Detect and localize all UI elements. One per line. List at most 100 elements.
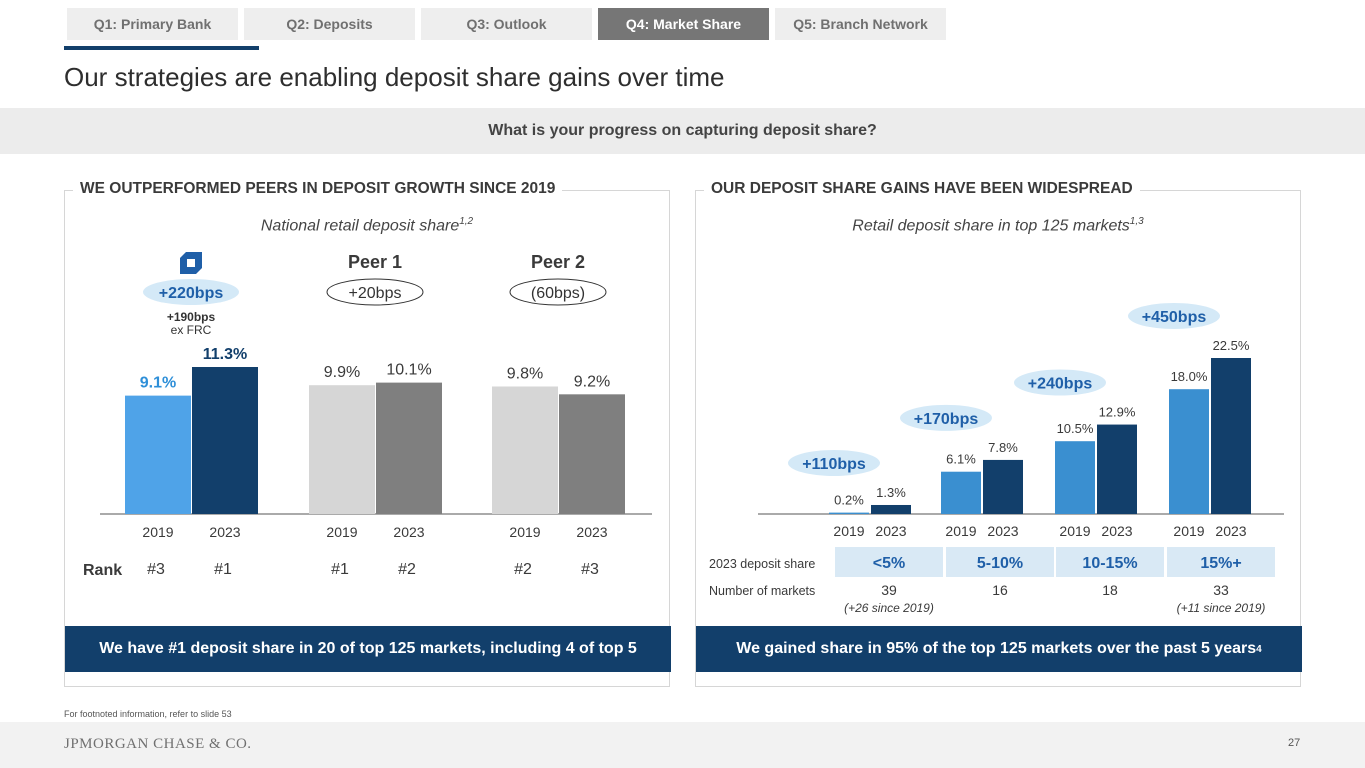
- rank-value: #3: [147, 561, 165, 578]
- bar-value-label: 6.1%: [946, 452, 976, 467]
- share-bucket-cell: [1056, 547, 1164, 577]
- right-panel-subtitle: Retail deposit share in top 125 markets1…: [852, 216, 1144, 235]
- bar-value-label: 9.9%: [324, 364, 360, 381]
- share-bucket-cell: [835, 547, 943, 577]
- rank-value: #2: [514, 561, 532, 578]
- bar-value-label: 7.8%: [988, 440, 1018, 455]
- left-panel-heading: WE OUTPERFORMED PEERS IN DEPOSIT GROWTH …: [73, 180, 563, 198]
- bar: [192, 367, 258, 514]
- share-bucket-label: 15%+: [1200, 555, 1241, 572]
- markets-count: 39: [881, 582, 897, 598]
- bar: [309, 385, 375, 514]
- year-tick-label: 2019: [833, 523, 864, 539]
- bar-value-label: 10.1%: [386, 362, 431, 379]
- rank-label: Rank: [83, 562, 122, 579]
- change-label: +110bps: [802, 456, 866, 473]
- row-label-markets: Number of markets: [709, 584, 815, 598]
- bar: [829, 512, 869, 514]
- bar: [125, 395, 191, 514]
- tab-q5[interactable]: Q5: Branch Network: [775, 8, 946, 40]
- year-tick-label: 2019: [945, 523, 976, 539]
- year-tick-label: 2023: [576, 524, 607, 540]
- change-pill: [1014, 369, 1106, 396]
- tab-q2[interactable]: Q2: Deposits: [244, 8, 415, 40]
- change-label: +450bps: [1142, 309, 1207, 326]
- change-pill: [143, 279, 239, 305]
- year-tick-label: 2023: [875, 523, 906, 539]
- markets-note: (+26 since 2019): [844, 601, 934, 615]
- change-pill: [1128, 303, 1220, 329]
- share-bucket-label: <5%: [873, 555, 905, 572]
- markets-note: (+11 since 2019): [1177, 601, 1266, 615]
- year-tick-label: 2023: [1101, 523, 1132, 539]
- markets-count: 33: [1213, 582, 1229, 598]
- change-pill: [900, 404, 992, 431]
- share-bucket-cell: [1167, 547, 1275, 577]
- left-panel: WE OUTPERFORMED PEERS IN DEPOSIT GROWTH …: [64, 180, 671, 687]
- change-pill: [788, 449, 880, 476]
- question-band: What is your progress on capturing depos…: [0, 108, 1365, 154]
- bar: [871, 504, 911, 514]
- footer-band: [0, 722, 1365, 768]
- peer-name: Peer 1: [348, 252, 402, 272]
- footnote: For footnoted information, refer to slid…: [64, 709, 232, 719]
- rank-value: #3: [581, 561, 599, 578]
- company-logo: JPMORGAN CHASE & CO.: [64, 736, 252, 752]
- change-pill: [326, 278, 424, 306]
- rank-value: #1: [331, 561, 349, 578]
- bar-value-label: 0.2%: [834, 493, 864, 508]
- bar-value-label: 12.9%: [1099, 405, 1136, 420]
- share-bucket-label: 5-10%: [977, 555, 1023, 572]
- bar: [1097, 424, 1137, 514]
- year-tick-label: 2019: [1059, 523, 1090, 539]
- peer-name: Peer 2: [531, 252, 585, 272]
- change-label: +20bps: [349, 285, 402, 302]
- tab-underline: [64, 46, 259, 50]
- year-tick-label: 2023: [987, 523, 1018, 539]
- change-pill: [509, 278, 607, 306]
- change-note: +190bps: [167, 310, 216, 324]
- bar-value-label: 9.1%: [140, 375, 176, 392]
- bar-value-label: 9.2%: [574, 373, 610, 390]
- tab-q1[interactable]: Q1: Primary Bank: [67, 8, 238, 40]
- page-number: 27: [1288, 737, 1301, 749]
- bar: [941, 471, 981, 514]
- share-bucket-cell: [946, 547, 1054, 577]
- year-tick-label: 2019: [326, 524, 357, 540]
- bar-value-label: 22.5%: [1213, 338, 1250, 353]
- bar: [983, 459, 1023, 514]
- bar: [1055, 441, 1095, 514]
- bar-value-label: 10.5%: [1057, 421, 1094, 436]
- row-label-deposit-share: 2023 deposit share: [709, 557, 815, 571]
- markets-count: 16: [992, 582, 1008, 598]
- bar: [559, 394, 625, 514]
- page-title: Our strategies are enabling deposit shar…: [64, 62, 725, 92]
- bar: [376, 382, 442, 514]
- year-tick-label: 2023: [1215, 523, 1246, 539]
- bar-value-label: 1.3%: [876, 485, 906, 500]
- rank-value: #2: [398, 561, 416, 578]
- year-tick-label: 2023: [393, 524, 424, 540]
- right-panel: OUR DEPOSIT SHARE GAINS HAVE BEEN WIDESP…: [695, 180, 1302, 687]
- left-callout: We have #1 deposit share in 20 of top 12…: [65, 626, 671, 672]
- bar: [1169, 389, 1209, 514]
- change-label: +170bps: [914, 411, 979, 428]
- bar-value-label: 9.8%: [507, 366, 543, 383]
- bar: [492, 386, 558, 514]
- change-label: +240bps: [1028, 376, 1093, 393]
- tab-q3[interactable]: Q3: Outlook: [421, 8, 592, 40]
- year-tick-label: 2023: [209, 524, 240, 540]
- tab-bar: Q1: Primary Bank Q2: Deposits Q3: Outloo…: [67, 8, 946, 40]
- left-panel-subtitle: National retail deposit share1,2: [260, 216, 474, 235]
- change-label: (60bps): [531, 285, 585, 302]
- bar-value-label: 18.0%: [1171, 369, 1208, 384]
- change-note-2: ex FRC: [171, 323, 212, 337]
- right-panel-heading: OUR DEPOSIT SHARE GAINS HAVE BEEN WIDESP…: [704, 180, 1140, 198]
- octagon-logo-icon: [180, 252, 202, 274]
- bar-value-label: 11.3%: [203, 346, 247, 363]
- change-label: +220bps: [159, 285, 224, 302]
- tab-q4[interactable]: Q4: Market Share: [598, 8, 769, 40]
- right-callout: We gained share in 95% of the top 125 ma…: [696, 626, 1302, 672]
- year-tick-label: 2019: [142, 524, 173, 540]
